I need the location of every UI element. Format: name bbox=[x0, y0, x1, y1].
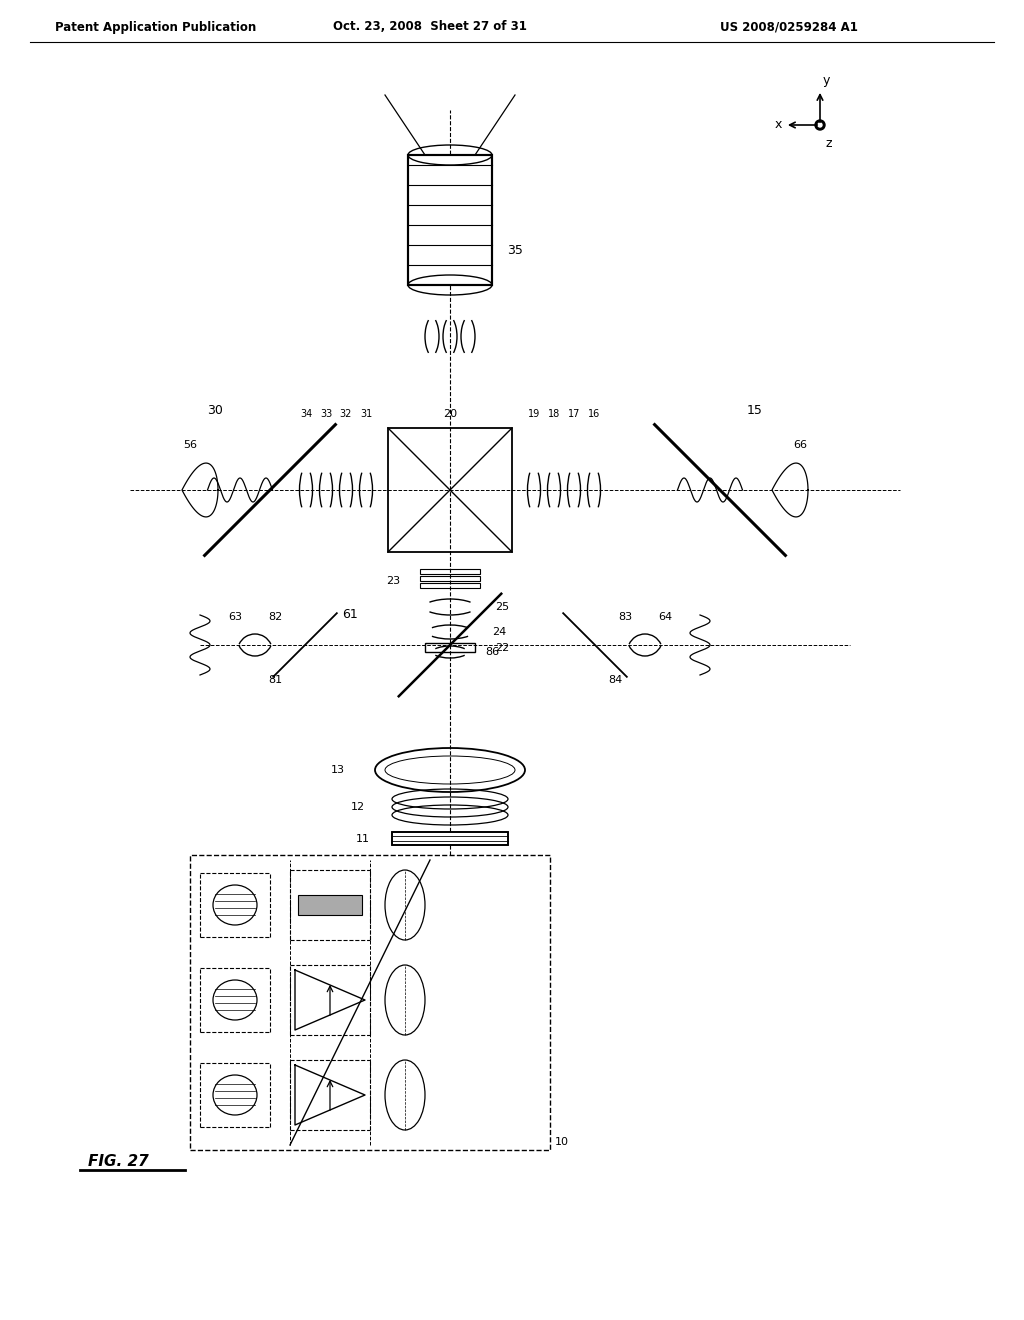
Text: Patent Application Publication: Patent Application Publication bbox=[55, 21, 256, 33]
Bar bbox=[388, 428, 512, 552]
Text: 16: 16 bbox=[588, 409, 600, 418]
Bar bbox=[298, 895, 362, 915]
Text: 19: 19 bbox=[528, 409, 540, 418]
Text: 22: 22 bbox=[495, 643, 509, 653]
Bar bbox=[408, 154, 492, 285]
Text: 86: 86 bbox=[485, 647, 499, 657]
Bar bbox=[408, 154, 492, 285]
Text: US 2008/0259284 A1: US 2008/0259284 A1 bbox=[720, 21, 858, 33]
Text: Oct. 23, 2008  Sheet 27 of 31: Oct. 23, 2008 Sheet 27 of 31 bbox=[333, 21, 527, 33]
Bar bbox=[392, 832, 508, 845]
Text: FIG. 27: FIG. 27 bbox=[88, 1155, 148, 1170]
Text: 84: 84 bbox=[608, 675, 623, 685]
Text: 25: 25 bbox=[495, 602, 509, 612]
Text: 15: 15 bbox=[748, 404, 763, 417]
Text: 11: 11 bbox=[356, 834, 370, 843]
Text: 10: 10 bbox=[555, 1137, 569, 1147]
Text: 66: 66 bbox=[793, 440, 807, 450]
Text: 13: 13 bbox=[331, 766, 345, 775]
Bar bbox=[425, 643, 475, 652]
Text: 61: 61 bbox=[342, 609, 357, 622]
Text: x: x bbox=[774, 119, 782, 132]
Text: 56: 56 bbox=[183, 440, 197, 450]
Bar bbox=[190, 855, 550, 1150]
Text: 12: 12 bbox=[351, 803, 365, 812]
Text: 81: 81 bbox=[268, 675, 282, 685]
Text: 30: 30 bbox=[207, 404, 223, 417]
Text: 64: 64 bbox=[658, 612, 672, 622]
Text: y: y bbox=[823, 74, 830, 87]
Text: 63: 63 bbox=[228, 612, 242, 622]
Bar bbox=[392, 832, 508, 845]
Ellipse shape bbox=[815, 120, 825, 129]
Text: 83: 83 bbox=[617, 612, 632, 622]
Ellipse shape bbox=[818, 123, 822, 127]
Bar bbox=[420, 583, 480, 587]
Text: 35: 35 bbox=[507, 243, 523, 256]
Text: 33: 33 bbox=[319, 409, 332, 418]
Text: 20: 20 bbox=[443, 409, 457, 418]
Text: 24: 24 bbox=[492, 627, 506, 638]
Text: 18: 18 bbox=[548, 409, 560, 418]
Text: 23: 23 bbox=[386, 576, 400, 586]
Bar bbox=[420, 569, 480, 574]
Text: 82: 82 bbox=[268, 612, 283, 622]
Text: 17: 17 bbox=[568, 409, 581, 418]
Bar bbox=[420, 576, 480, 581]
Text: z: z bbox=[826, 137, 833, 150]
Text: 31: 31 bbox=[359, 409, 372, 418]
Text: 34: 34 bbox=[300, 409, 312, 418]
Text: 32: 32 bbox=[340, 409, 352, 418]
